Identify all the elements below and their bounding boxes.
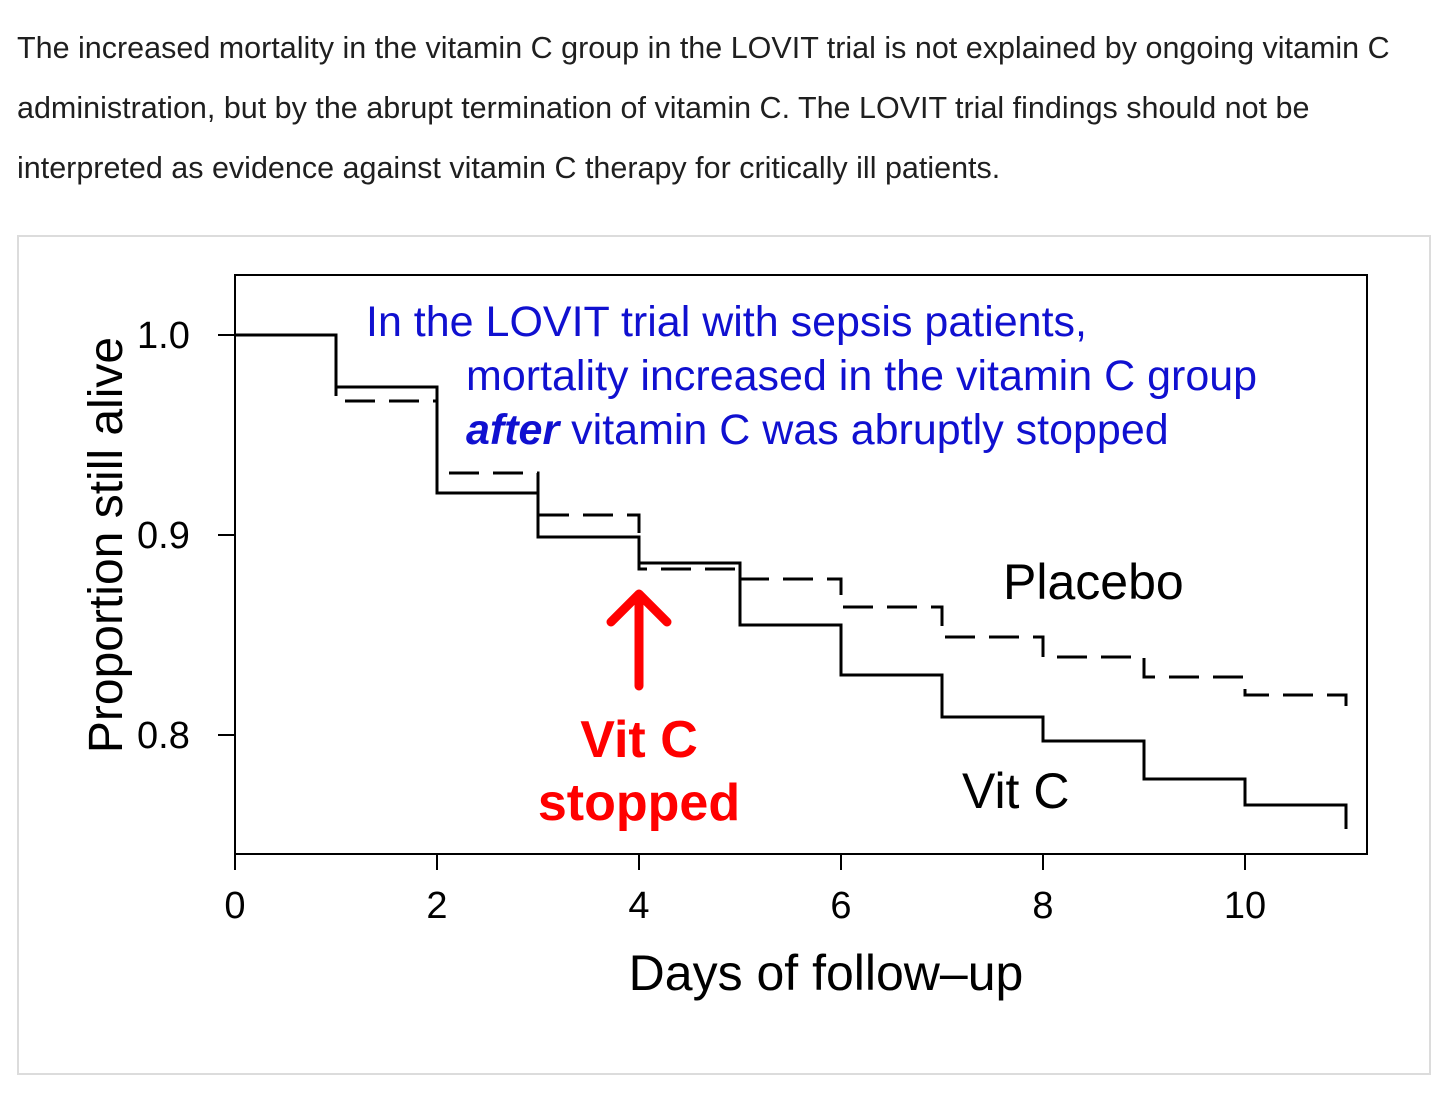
vitc-label: Vit C bbox=[962, 763, 1069, 819]
x-axis-label: Days of follow–up bbox=[629, 945, 1024, 1001]
article-paragraph: The increased mortality in the vitamin C… bbox=[17, 31, 1390, 185]
x-tick-label: 10 bbox=[1224, 885, 1266, 927]
placebo-label: Placebo bbox=[1003, 554, 1184, 610]
vitc-stopped-line-2: stopped bbox=[538, 774, 740, 832]
annotation-emphasis: after bbox=[466, 406, 561, 454]
x-tick-label: 6 bbox=[830, 885, 851, 927]
arrow-up-icon bbox=[606, 589, 672, 691]
annotation-line-2: mortality increased in the vitamin C gro… bbox=[466, 352, 1257, 400]
km-chart-figure bbox=[17, 235, 1431, 1075]
y-tick-label: 1.0 bbox=[137, 315, 190, 357]
y-tick-label: 0.9 bbox=[137, 515, 190, 557]
x-tick-label: 4 bbox=[628, 885, 649, 927]
annotation-line-3-rest: vitamin C was abruptly stopped bbox=[559, 406, 1168, 454]
series-placebo-line bbox=[235, 333, 1348, 719]
x-tick-label: 2 bbox=[426, 885, 447, 927]
x-tick-label: 8 bbox=[1032, 885, 1053, 927]
annotation-line-3: after vitamin C was abruptly stopped bbox=[466, 406, 1169, 454]
y-axis-label: Proportion still alive bbox=[80, 337, 133, 753]
vitc-stopped-line-1: Vit C bbox=[580, 711, 698, 769]
y-tick-label: 0.8 bbox=[137, 715, 190, 757]
x-tick-label: 0 bbox=[224, 885, 245, 927]
annotation-line-1: In the LOVIT trial with sepsis patients, bbox=[366, 298, 1087, 346]
